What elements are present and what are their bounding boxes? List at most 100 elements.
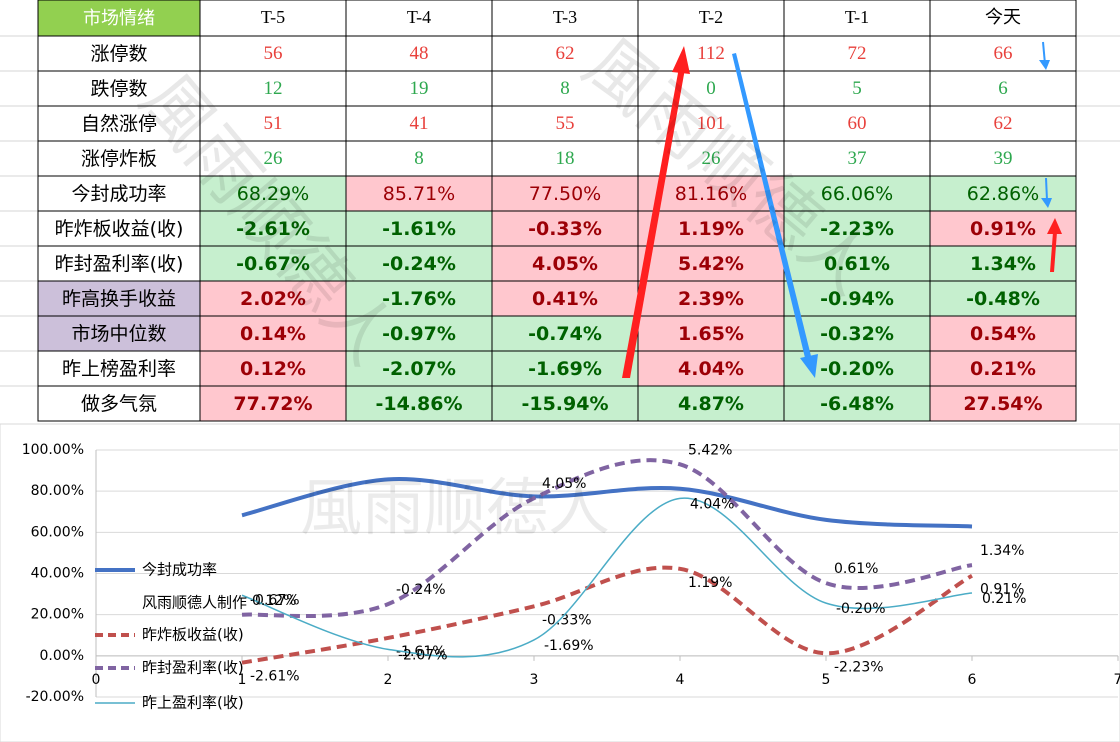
cell-text: 5.42% — [678, 253, 744, 275]
data-label: 0.61% — [834, 561, 878, 577]
cell-text: 51 — [264, 113, 283, 134]
cell — [783, 105, 931, 142]
x-tick-label: 2 — [384, 672, 393, 688]
arrows — [622, 41, 1062, 378]
data-label: 0.12% — [252, 593, 296, 609]
cell-text: 60 — [848, 113, 867, 134]
cell-text: 62 — [556, 43, 575, 64]
data-label: 1.19% — [688, 575, 732, 591]
arrow-down — [732, 53, 812, 362]
cell — [637, 385, 785, 422]
cell — [783, 245, 931, 282]
cell — [783, 140, 931, 177]
row-label: 昨炸板收益(收) — [55, 218, 184, 240]
header-text: T-5 — [261, 7, 285, 27]
row-label: 昨上榜盈利率 — [62, 358, 176, 380]
cell-text: 1.19% — [678, 218, 744, 240]
cell-text: -0.32% — [820, 323, 894, 345]
header-text: T-1 — [845, 7, 869, 27]
row-label: 涨停数 — [90, 43, 147, 65]
cell-text: -2.07% — [382, 358, 456, 380]
header-text: T-2 — [699, 7, 723, 27]
cell — [345, 70, 493, 107]
cell — [929, 280, 1077, 317]
cell — [491, 280, 639, 317]
x-tick-label: 7 — [1114, 672, 1120, 688]
row-label-cell — [37, 175, 201, 212]
chart-area — [0, 423, 1120, 742]
data-label: 4.05% — [542, 476, 586, 492]
row-label: 跌停数 — [90, 78, 147, 100]
arrow-head — [1047, 218, 1062, 234]
series-line — [241, 497, 973, 658]
row-label: 涨停炸板 — [81, 148, 157, 170]
cell-text: 62.86% — [967, 183, 1039, 205]
cell-text: 5 — [852, 78, 862, 99]
cell — [345, 210, 493, 247]
header-cell — [345, 0, 493, 37]
cell-text: -15.94% — [521, 393, 608, 415]
cell-text: 77.50% — [529, 183, 601, 205]
cell-text: 2.02% — [240, 288, 306, 310]
header-cell — [637, 0, 785, 37]
cell-text: 6 — [998, 78, 1008, 99]
cell — [199, 105, 347, 142]
legend-label: 昨上盈利率(收) — [142, 694, 244, 712]
data-label: -0.33% — [542, 612, 592, 628]
arrow-head — [1041, 198, 1052, 208]
cell — [491, 140, 639, 177]
cell-text: -6.48% — [820, 393, 894, 415]
cell-text: -0.20% — [820, 358, 894, 380]
arrow-head — [800, 354, 818, 378]
cell-text: 26 — [264, 148, 283, 169]
cell-text: 19 — [410, 78, 429, 99]
cell — [199, 385, 347, 422]
cell-text: 0.14% — [240, 323, 306, 345]
cell-text: 0.41% — [532, 288, 598, 310]
small-arrow — [1050, 232, 1057, 272]
data-label: 1.34% — [980, 543, 1024, 559]
cell-text: 8 — [414, 148, 424, 169]
cell-text: 66.06% — [821, 183, 893, 205]
cell-text: 101 — [697, 113, 726, 134]
x-tick-label: 5 — [822, 672, 831, 688]
data-label: 0.91% — [980, 582, 1024, 598]
cell-text: 1.34% — [970, 253, 1036, 275]
cell — [783, 70, 931, 107]
cell — [929, 70, 1077, 107]
cell — [637, 350, 785, 387]
data-label: -0.67% — [250, 593, 300, 609]
cell-text: -0.94% — [820, 288, 894, 310]
cell-text: 77.72% — [233, 393, 312, 415]
cell — [199, 35, 347, 72]
cell — [783, 210, 931, 247]
header-text: 今天 — [985, 7, 1021, 27]
row-label: 今封成功率 — [71, 183, 166, 205]
cell — [345, 140, 493, 177]
row-label-cell — [37, 280, 201, 317]
data-label: -2.23% — [834, 659, 884, 675]
cell-text: 0.91% — [970, 218, 1036, 240]
cell-text: 56 — [264, 43, 283, 64]
y-tick-label: 40.00% — [31, 566, 84, 582]
cell-text: -0.74% — [528, 323, 602, 345]
cell — [929, 105, 1077, 142]
x-tick-label: 4 — [676, 672, 685, 688]
y-tick-label: -20.00% — [26, 689, 84, 705]
legend-note: 风雨顺德人制作 — [142, 594, 247, 612]
cell — [491, 245, 639, 282]
cell-text: 0.54% — [970, 323, 1036, 345]
cell — [491, 350, 639, 387]
cell — [345, 35, 493, 72]
legend-label: 昨封盈利率(收) — [142, 659, 244, 677]
cell-text: -1.61% — [382, 218, 456, 240]
y-tick-label: 100.00% — [22, 442, 84, 458]
cell-text: 55 — [556, 113, 575, 134]
row-label: 昨高换手收益 — [62, 288, 176, 310]
data-label: 4.04% — [690, 496, 734, 512]
cell — [783, 280, 931, 317]
watermark: 風雨顺德人 — [300, 475, 610, 543]
cell-text: 0.12% — [240, 358, 306, 380]
